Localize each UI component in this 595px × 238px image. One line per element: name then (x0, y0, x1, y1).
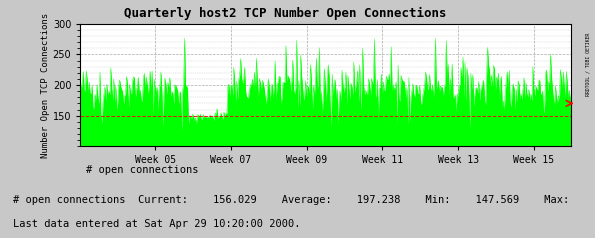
Text: Last data entered at Sat Apr 29 10:20:00 2000.: Last data entered at Sat Apr 29 10:20:00… (13, 219, 300, 229)
Text: Quarterly host2 TCP Number Open Connections: Quarterly host2 TCP Number Open Connecti… (124, 7, 447, 20)
Text: RRDTOOL / TOBI OETIKER: RRDTOOL / TOBI OETIKER (586, 33, 591, 96)
Text: # open connections  Current:    156.029    Average:    197.238    Min:    147.56: # open connections Current: 156.029 Aver… (13, 195, 595, 205)
Text: # open connections: # open connections (86, 165, 199, 175)
Y-axis label: Number Open TCP Connections: Number Open TCP Connections (41, 13, 50, 158)
